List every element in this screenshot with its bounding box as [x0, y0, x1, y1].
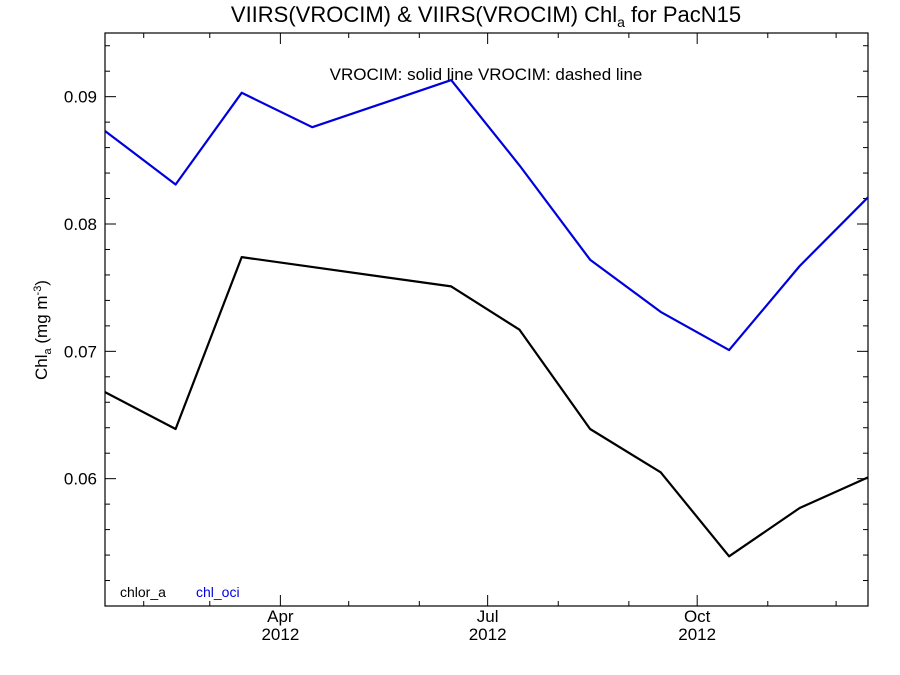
x-tick-label: Apr [267, 607, 294, 626]
series-line-chlor-a [104, 256, 869, 558]
y-axis-label-end: ) [32, 280, 51, 286]
y-axis-label-main: Chl [32, 354, 51, 380]
x-tick-year-label: 2012 [261, 625, 299, 644]
y-axis-label-sup: -3 [32, 286, 44, 296]
legend-label-chl-oci: chl_oci [196, 584, 240, 600]
chart-title: VIIRS(VROCIM) & VIIRS(VROCIM) Chla for P… [231, 2, 741, 30]
y-axis-label: Chla (mg m-3) [32, 280, 54, 380]
x-tick-year-label: 2012 [678, 625, 716, 644]
x-tick-label: Jul [477, 607, 499, 626]
plot-frame [104, 32, 869, 607]
chart-title-main: VIIRS(VROCIM) & VIIRS(VROCIM) Chl [231, 2, 617, 27]
chart-title-sub: a [617, 14, 625, 30]
chart-annotation: VROCIM: solid line VROCIM: dashed line [330, 65, 643, 84]
y-tick-label: 0.09 [64, 88, 97, 107]
y-axis-label-sub: a [42, 347, 54, 354]
x-tick-year-label: 2012 [469, 625, 507, 644]
y-tick-label: 0.06 [64, 470, 97, 489]
series-line-chl-oci [104, 78, 869, 352]
y-axis-label-mid: (mg m [32, 295, 51, 348]
x-tick-label: Oct [684, 607, 711, 626]
y-tick-label: 0.08 [64, 215, 97, 234]
y-tick-label: 0.07 [64, 342, 97, 361]
chart-title-suffix: for PacN15 [625, 2, 741, 27]
legend-label-chlor-a: chlor_a [120, 584, 166, 600]
